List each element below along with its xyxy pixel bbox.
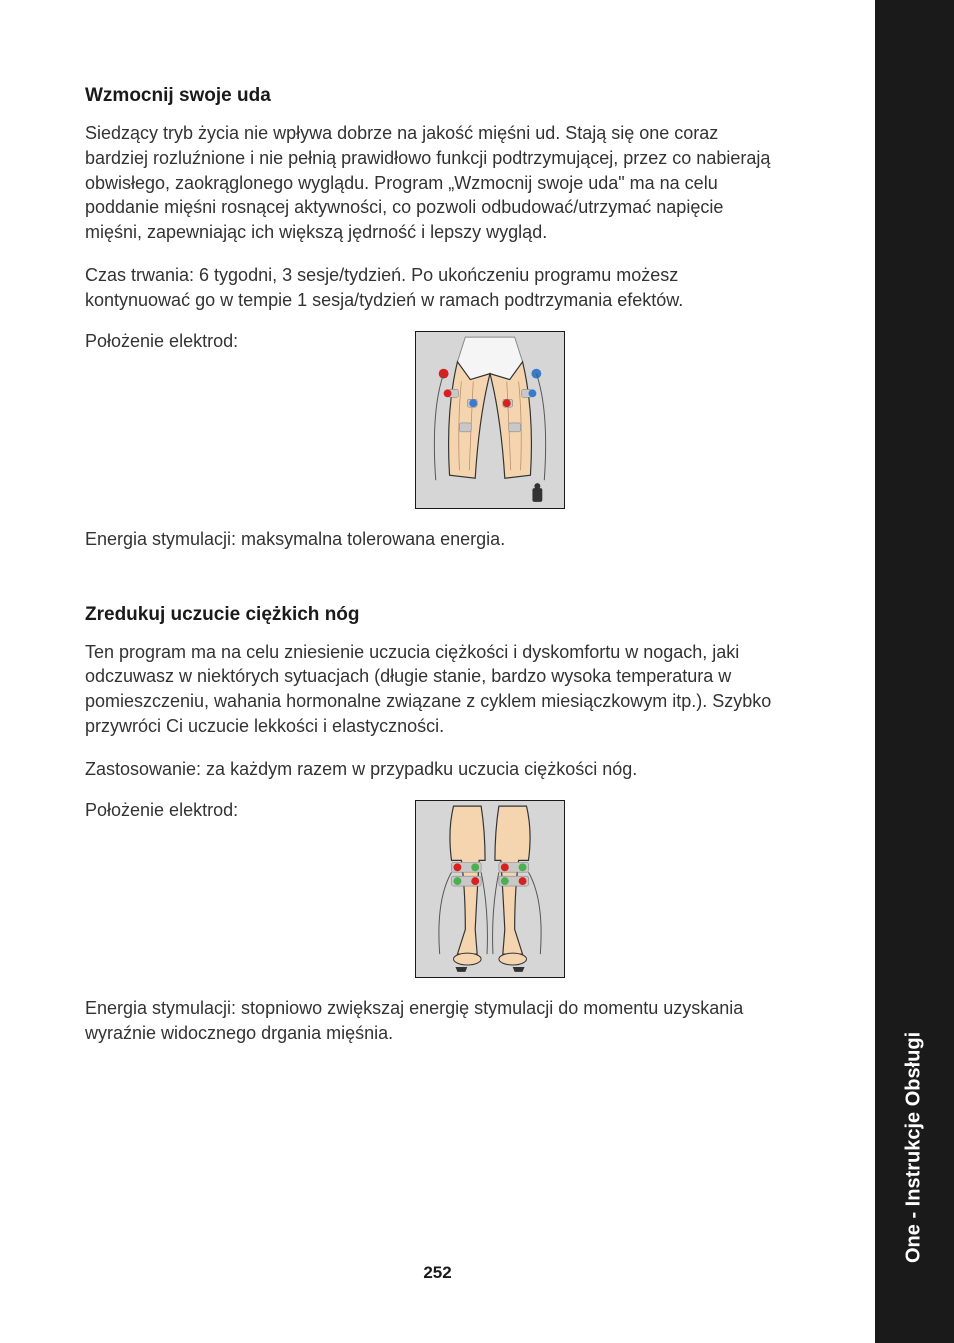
section2-electrode-row: Położenie elektrod: (85, 800, 775, 978)
section1-energy: Energia stymulacji: maksymalna tolerowan… (85, 527, 775, 552)
thigh-electrode-diagram (415, 331, 565, 509)
thigh-illustration-svg (416, 331, 564, 509)
calf-illustration-svg (416, 800, 564, 978)
page-content: Wzmocnij swoje uda Siedzący tryb życia n… (0, 0, 875, 1123)
section1-para2: Czas trwania: 6 tygodni, 3 sesje/tydzień… (85, 263, 775, 313)
section2-electrodes-label: Położenie elektrod: (85, 800, 375, 821)
doc-title-vertical: One - Instrukcje Obsługi (894, 943, 934, 1263)
section2-energy: Energia stymulacji: stopniowo zwiększaj … (85, 996, 775, 1046)
section1-para1: Siedzący tryb życia nie wpływa dobrze na… (85, 121, 775, 245)
section1-heading: Wzmocnij swoje uda (85, 85, 775, 107)
section1-electrodes-label: Położenie elektrod: (85, 331, 375, 352)
section1-electrode-row: Położenie elektrod: (85, 331, 775, 509)
language-tab: PL (897, 612, 933, 638)
section2-para2: Zastosowanie: za każdym razem w przypadk… (85, 757, 775, 782)
section2-para1: Ten program ma na celu zniesienie uczuci… (85, 640, 775, 739)
page-number: 252 (0, 1263, 875, 1283)
section2-heading: Zredukuj uczucie ciężkich nóg (85, 604, 775, 626)
calf-electrode-diagram (415, 800, 565, 978)
section2: Zredukuj uczucie ciężkich nóg Ten progra… (85, 604, 775, 1046)
